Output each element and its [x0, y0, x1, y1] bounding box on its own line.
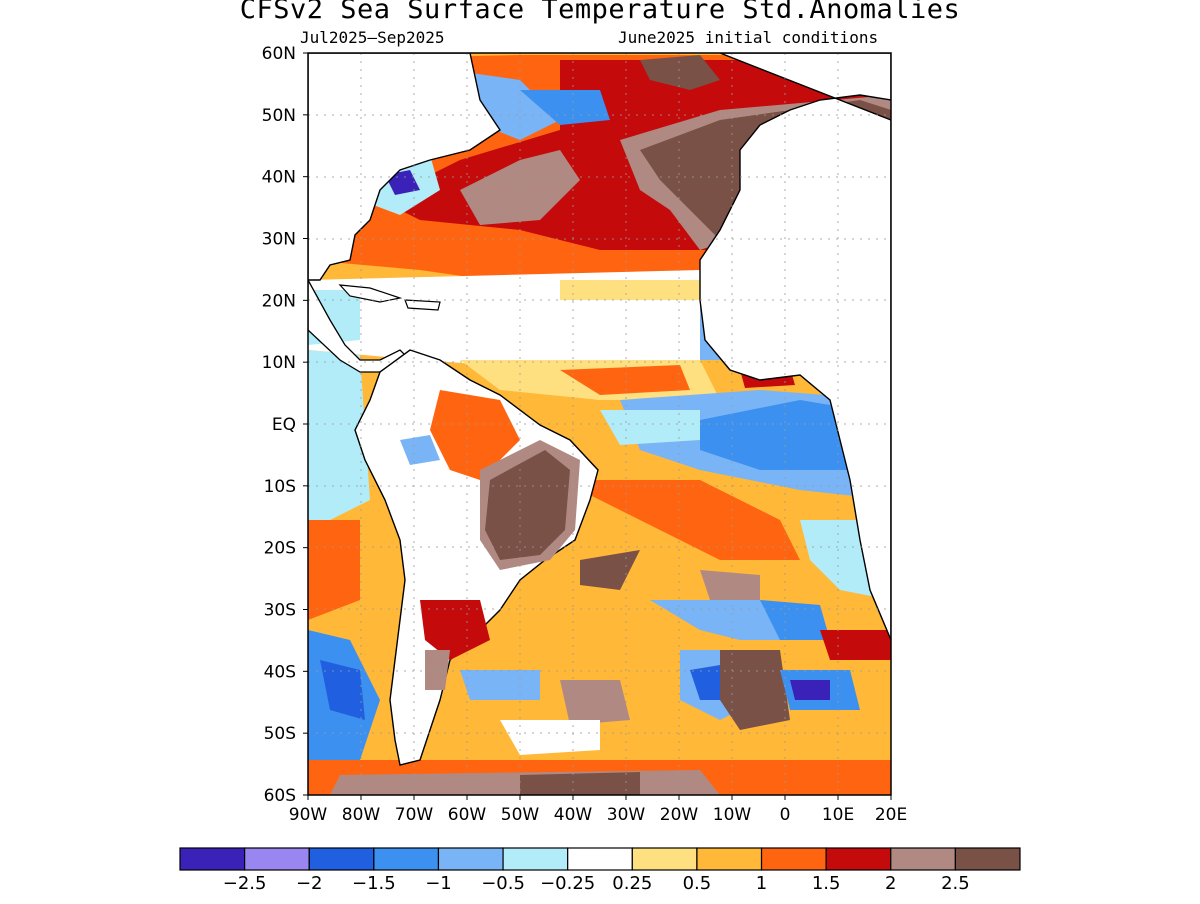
colorbar-label: −2.5 [223, 873, 267, 894]
colorbar-label: −0.5 [481, 873, 525, 894]
longitude-label: 50W [501, 805, 540, 825]
latitude-label: 40N [262, 168, 296, 188]
latitude-label: 60N [262, 44, 296, 64]
longitude-label: 10E [822, 805, 854, 825]
colorbar-label: −1.5 [352, 873, 396, 894]
north-america [308, 53, 501, 281]
latitude-label: 50S [264, 724, 296, 744]
central-america [308, 279, 407, 373]
hispaniola [404, 299, 441, 311]
colorbar-label: 2 [885, 873, 896, 894]
colorbar-swatch [696, 847, 763, 871]
latitude-label: 30S [264, 601, 296, 621]
latitude-label: 60S [264, 786, 296, 806]
latitude-label: 20S [264, 539, 296, 559]
colorbar-swatch [502, 847, 569, 871]
latitude-label: 10N [262, 353, 296, 373]
colorbar-swatch [373, 847, 440, 871]
colorbar-swatch [244, 847, 310, 871]
grid-lines [308, 53, 891, 795]
colorbar-label: 0.25 [612, 873, 652, 894]
colorbar-label: 2.5 [941, 873, 970, 894]
colorbar-swatch [308, 847, 375, 871]
longitude-label: 80W [342, 805, 381, 825]
latitude-label: 40S [264, 662, 296, 682]
latitude-label: 50N [262, 106, 296, 126]
longitude-label: 0 [780, 805, 791, 825]
africa-europe [699, 53, 891, 641]
longitude-label: 20W [660, 805, 699, 825]
colorbar-label: 0.5 [683, 873, 712, 894]
map-title: CFSv2 Sea Surface Temperature Std.Anomal… [239, 0, 961, 25]
initial-conditions: June2025 initial conditions [618, 28, 879, 47]
latitude-label: 30N [262, 230, 296, 250]
latitude-labels: 60N 50N 40N 30N 20N 10N EQ 10S 20S 30S 40S 50S 60S [262, 44, 296, 806]
forecast-period: Jul2025—Sep2025 [300, 28, 445, 47]
colorbar-swatch [825, 847, 892, 871]
latitude-label: 10S [264, 477, 296, 497]
colorbar-label: 1 [756, 873, 767, 894]
longitude-label: 90W [289, 805, 328, 825]
colorbar-swatch [631, 847, 698, 871]
longitude-label: 60W [448, 805, 487, 825]
colorbar-label: −2 [296, 873, 323, 894]
interior-field [400, 390, 580, 690]
colorbar-swatch [179, 847, 246, 871]
longitude-label: 10W [713, 805, 752, 825]
colorbar-swatch [954, 847, 1021, 871]
latitude-label: EQ [272, 415, 296, 435]
colorbar-label: −1 [425, 873, 452, 894]
colorbar-swatch [760, 847, 827, 871]
latitude-label: 20N [262, 291, 296, 311]
colorbar-label: 1.5 [812, 873, 841, 894]
colorbar-swatch [890, 847, 956, 871]
axis-ticks [303, 52, 892, 800]
longitude-label: 20E [875, 805, 907, 825]
longitude-label: 70W [395, 805, 434, 825]
colorbar-swatch [437, 847, 504, 871]
colorbar-label: −0.25 [540, 873, 595, 894]
longitude-labels: 90W 80W 70W 60W 50W 40W 30W 20W 10W 0 10E 20E [289, 805, 907, 825]
longitude-label: 30W [607, 805, 646, 825]
colorbar-labels: −2.5 −2 −1.5 −1 −0.5 −0.25 0.25 0.5 1 1.5 2 2.5 [223, 873, 970, 894]
longitude-label: 40W [554, 805, 593, 825]
colorbar-swatch [567, 847, 633, 871]
colorbar [179, 847, 1021, 871]
